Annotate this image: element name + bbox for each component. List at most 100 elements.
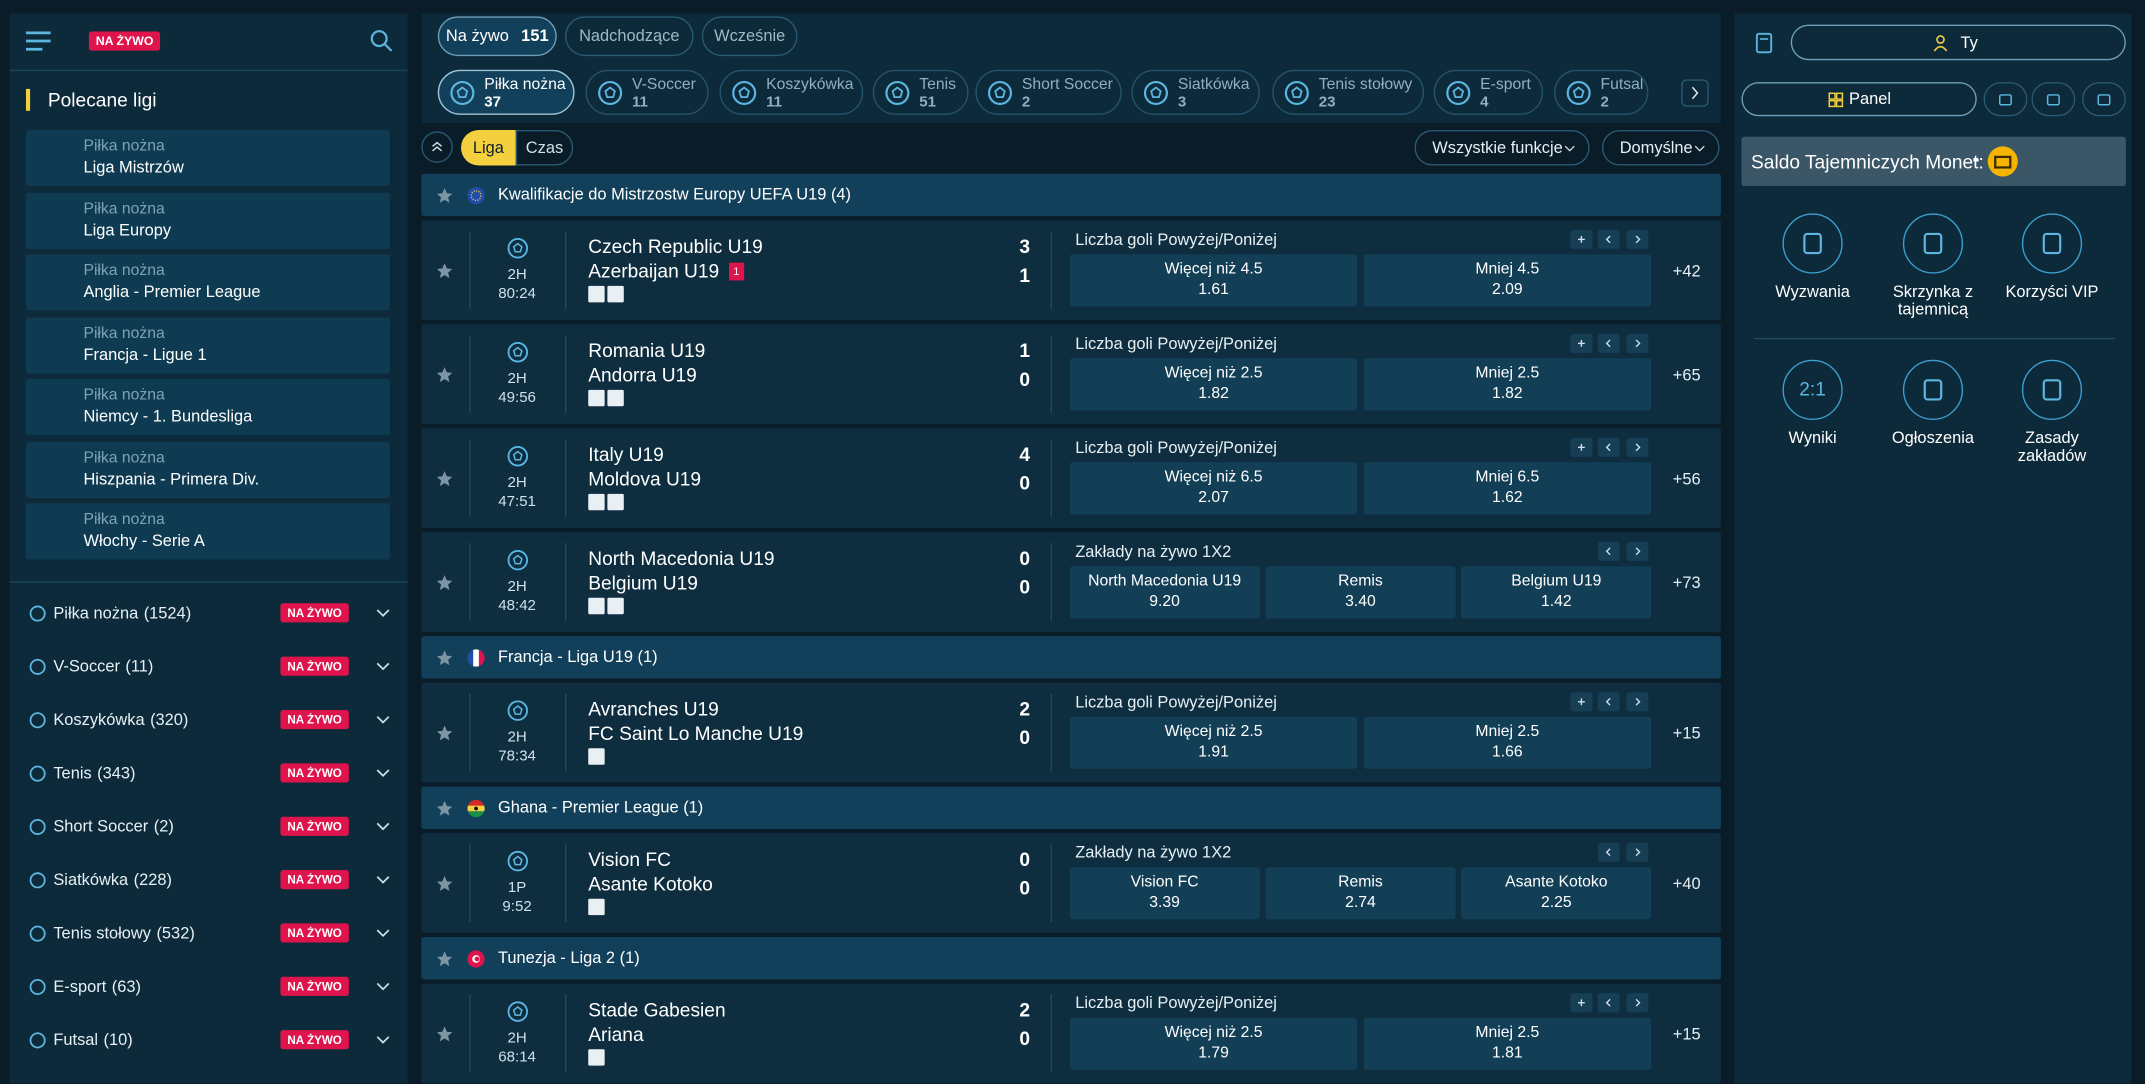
market-control[interactable]: [1626, 692, 1649, 712]
favorite-button[interactable]: [435, 573, 454, 592]
favorite-button[interactable]: [435, 261, 454, 280]
sport-tab[interactable]: Tenis stołowy 23: [1272, 69, 1425, 115]
expand-button[interactable]: [373, 710, 392, 729]
more-markets[interactable]: +40: [1672, 874, 1701, 894]
tile-button[interactable]: [1782, 213, 1843, 274]
sport-tab[interactable]: Piłka nożna 37: [437, 69, 575, 115]
collapse-button[interactable]: [421, 131, 453, 163]
sport-item[interactable]: E-sport (63): [53, 977, 141, 996]
odds-button[interactable]: Vision FC 3.39: [1069, 867, 1260, 920]
odds-button[interactable]: Belgium U19 1.42: [1461, 566, 1652, 619]
market-control[interactable]: [1626, 541, 1649, 561]
market-control[interactable]: [1626, 333, 1649, 353]
favorite-button[interactable]: [435, 1025, 454, 1044]
expand-button[interactable]: [373, 657, 392, 676]
favorite-button[interactable]: [435, 469, 454, 488]
search-button[interactable]: [369, 29, 394, 54]
more-markets[interactable]: +15: [1672, 1024, 1701, 1044]
expand-button[interactable]: [373, 870, 392, 889]
odds-button[interactable]: Więcej niż 6.5 2.07: [1069, 462, 1358, 515]
quick-button[interactable]: [2082, 82, 2126, 117]
sport-tab[interactable]: E-sport 4: [1433, 69, 1544, 115]
favorite-button[interactable]: [435, 798, 454, 817]
sport-item[interactable]: Tenis stołowy (532): [53, 923, 194, 942]
market-control[interactable]: [1597, 229, 1620, 249]
featured-league[interactable]: Piłka nożna Liga Europy: [25, 192, 390, 249]
menu-button[interactable]: [25, 27, 52, 54]
home-team[interactable]: Avranches U19: [588, 697, 719, 720]
market-control[interactable]: [1570, 333, 1593, 353]
featured-league[interactable]: Piłka nożna Hiszpania - Primera Div.: [25, 441, 390, 498]
sport-item[interactable]: Koszykówka (320): [53, 710, 188, 729]
sport-tab[interactable]: Tenis 51: [872, 69, 969, 115]
favorite-button[interactable]: [435, 874, 454, 893]
odds-button[interactable]: Więcej niż 2.5 1.82: [1069, 358, 1358, 411]
market-control[interactable]: [1570, 692, 1593, 712]
odds-button[interactable]: Remis 2.74: [1265, 867, 1456, 920]
odds-button[interactable]: Mniej 2.5 1.66: [1363, 716, 1652, 769]
odds-button[interactable]: Mniej 2.5 1.82: [1363, 358, 1652, 411]
sport-tab[interactable]: Futsal 2: [1554, 69, 1649, 115]
home-team[interactable]: Czech Republic U19: [588, 235, 763, 258]
market-control[interactable]: [1597, 993, 1620, 1013]
more-markets[interactable]: +65: [1672, 365, 1701, 385]
market-control[interactable]: [1626, 437, 1649, 457]
featured-league[interactable]: Piłka nożna Anglia - Premier League: [25, 254, 390, 311]
favorite-button[interactable]: [435, 648, 454, 667]
odds-button[interactable]: Mniej 4.5 2.09: [1363, 254, 1652, 307]
favorite-button[interactable]: [435, 724, 454, 743]
away-team[interactable]: Asante Kotoko: [588, 873, 713, 895]
status-tab[interactable]: Nadchodzące: [564, 16, 694, 57]
status-tab[interactable]: Na żywo 151: [437, 16, 557, 57]
odds-button[interactable]: Asante Kotoko 2.25: [1461, 867, 1652, 920]
market-control[interactable]: [1570, 993, 1593, 1013]
tile-button[interactable]: [2021, 359, 2083, 420]
tile-button[interactable]: [2021, 213, 2083, 274]
home-team[interactable]: Vision FC: [588, 848, 671, 871]
filter-time[interactable]: Czas: [515, 129, 574, 166]
odds-button[interactable]: Remis 3.40: [1265, 566, 1456, 619]
scroll-right[interactable]: [1681, 79, 1709, 107]
away-team[interactable]: Ariana: [588, 1023, 643, 1045]
sport-tab[interactable]: Short Soccer 2: [975, 69, 1122, 115]
home-team[interactable]: Romania U19: [588, 339, 706, 362]
home-team[interactable]: Stade Gabesien: [588, 998, 726, 1021]
sort-dropdown[interactable]: Domyślne: [1601, 129, 1720, 166]
market-control[interactable]: [1597, 437, 1620, 457]
tile-button[interactable]: [1902, 213, 1964, 274]
market-control[interactable]: [1570, 229, 1593, 249]
home-team[interactable]: Italy U19: [588, 443, 664, 466]
featured-league[interactable]: Piłka nożna Włochy - Serie A: [25, 503, 390, 560]
away-team[interactable]: Azerbaijan U19 1: [588, 260, 744, 282]
sport-item[interactable]: Futsal (10): [53, 1030, 132, 1049]
market-control[interactable]: [1626, 993, 1649, 1013]
more-markets[interactable]: +73: [1672, 573, 1701, 593]
sport-tab[interactable]: Koszykówka 11: [719, 69, 864, 115]
quick-button[interactable]: [1983, 82, 2028, 117]
market-control[interactable]: [1597, 541, 1620, 561]
sport-tab[interactable]: V-Soccer 11: [585, 69, 709, 115]
market-control[interactable]: [1597, 333, 1620, 353]
quick-button[interactable]: [2031, 82, 2076, 117]
market-control[interactable]: [1570, 437, 1593, 457]
odds-button[interactable]: North Macedonia U19 9.20: [1069, 566, 1260, 619]
odds-button[interactable]: Więcej niż 2.5 1.91: [1069, 716, 1358, 769]
favorite-button[interactable]: [435, 949, 454, 968]
market-control[interactable]: [1597, 842, 1620, 862]
expand-button[interactable]: [373, 763, 392, 782]
favorite-button[interactable]: [435, 185, 454, 204]
odds-button[interactable]: Mniej 6.5 1.62: [1363, 462, 1652, 515]
more-markets[interactable]: +42: [1672, 261, 1701, 281]
home-team[interactable]: North Macedonia U19: [588, 547, 775, 570]
sport-item[interactable]: V-Soccer (11): [53, 657, 153, 676]
away-team[interactable]: Andorra U19: [588, 364, 697, 386]
tile-button[interactable]: 2:1: [1782, 359, 1843, 420]
featured-league[interactable]: Piłka nożna Niemcy - 1. Bundesliga: [25, 378, 390, 436]
odds-button[interactable]: Więcej niż 2.5 1.79: [1069, 1017, 1358, 1070]
featured-league[interactable]: Piłka nożna Liga Mistrzów: [25, 129, 390, 187]
market-control[interactable]: [1626, 229, 1649, 249]
status-tab[interactable]: Wcześnie: [701, 16, 798, 57]
sport-item[interactable]: Siatkówka (228): [53, 870, 172, 889]
expand-button[interactable]: [373, 1030, 392, 1049]
sport-tab[interactable]: Siatkówka 3: [1131, 69, 1260, 115]
